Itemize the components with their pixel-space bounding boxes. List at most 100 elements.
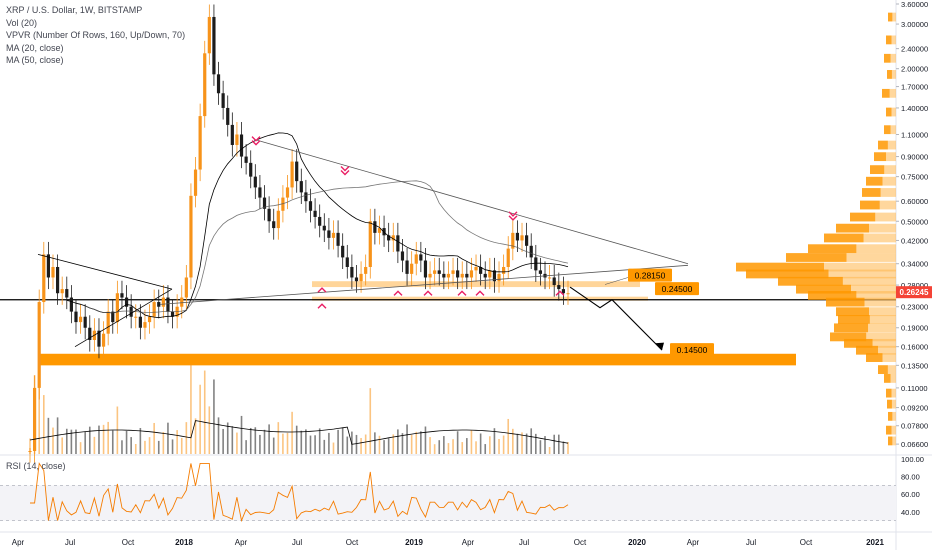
candle-body <box>28 451 32 452</box>
legend-vol[interactable]: Vol (20) <box>6 17 38 28</box>
candle-body <box>483 273 487 278</box>
legend-vpvr[interactable]: VPVR (Number Of Rows, 160, Up/Down, 70) <box>6 30 186 40</box>
y-tick-label: 0.06600 <box>901 440 928 449</box>
candle-body <box>373 221 377 233</box>
candle-body <box>184 277 188 298</box>
candle-body <box>152 302 156 317</box>
volume-bar <box>65 428 68 454</box>
volume-bar <box>539 440 542 454</box>
candle-body <box>331 232 336 238</box>
volume-bar <box>387 438 390 454</box>
volume-bar <box>180 437 183 454</box>
vpvr-bar <box>892 12 896 22</box>
y-tick-label: 0.34000 <box>901 260 928 269</box>
candle-body <box>42 254 46 303</box>
rsi-tick-label: 40.00 <box>901 508 920 517</box>
vpvr-bar <box>887 399 892 409</box>
candle-body <box>46 254 50 278</box>
volume-bar <box>144 440 146 454</box>
candle-body <box>368 221 372 267</box>
rsi-tick-label: 80.00 <box>901 473 920 482</box>
vpvr-bar <box>884 53 891 63</box>
legend-ma50[interactable]: MA (50, close) <box>6 55 64 65</box>
volume-bar <box>130 437 132 454</box>
volume-bar <box>277 422 280 454</box>
vpvr-bar <box>836 223 869 233</box>
candle-body <box>74 311 78 323</box>
volume-bar <box>461 442 464 454</box>
vpvr-bar <box>884 125 891 135</box>
candle-body <box>488 270 492 278</box>
volume-bar <box>525 433 528 454</box>
candle-body <box>267 208 271 222</box>
candle-body <box>138 316 142 328</box>
candle-body <box>354 277 359 282</box>
y-tick-label: 0.07800 <box>901 422 928 431</box>
candle-body <box>497 273 501 282</box>
y-tick-label: 0.90000 <box>901 153 928 162</box>
vpvr-bar <box>824 233 864 243</box>
volume-bar <box>415 431 418 454</box>
candle-body <box>308 201 313 211</box>
level-label: 0.28150 <box>635 271 666 281</box>
candle-body <box>221 93 225 108</box>
level-label: 0.14500 <box>677 345 708 355</box>
y-tick-label: 0.42000 <box>901 236 928 245</box>
y-tick-label: 0.75000 <box>901 173 928 182</box>
volume-bar <box>314 435 316 454</box>
candle-body <box>465 273 469 278</box>
y-tick-label: 0.50000 <box>901 217 928 226</box>
vpvr-histogram <box>736 12 896 446</box>
vpvr-bar <box>851 284 896 294</box>
descending-resistance <box>254 139 689 265</box>
vpvr-bar <box>834 323 869 333</box>
volume-bar <box>268 424 270 454</box>
legend-ma20[interactable]: MA (20, close) <box>6 42 64 53</box>
vpvr-bar <box>836 307 869 317</box>
vpvr-bar <box>828 269 896 279</box>
x-tick-label: Jul <box>65 538 75 547</box>
rsi-legend[interactable]: RSI (14, close) <box>6 461 66 471</box>
candle-body <box>442 273 446 278</box>
volume-bar <box>558 434 560 454</box>
candle-body <box>387 235 391 241</box>
x-tick-label: 2018 <box>175 538 193 547</box>
candle-body <box>69 297 73 312</box>
rsi-pane <box>0 462 896 523</box>
candle-body <box>129 306 133 317</box>
candle-body <box>97 330 101 347</box>
y-tick-label: 0.60000 <box>901 197 928 206</box>
candle-body <box>32 387 37 451</box>
x-tick-label: Apr <box>687 538 700 547</box>
legend-symbol[interactable]: XRP / U.S. Dollar, 1W, BITSTAMP <box>6 5 143 15</box>
candle-body <box>492 270 497 282</box>
level-label: 0.24500 <box>662 284 693 294</box>
vpvr-bar <box>862 188 881 197</box>
x-tick-label: Jul <box>519 538 529 547</box>
volume-bar <box>479 433 482 454</box>
ascending-support <box>159 264 689 305</box>
candle-body <box>295 161 299 182</box>
volume-bar <box>323 439 326 454</box>
vpvr-bar <box>863 233 896 243</box>
candle-body <box>428 273 432 278</box>
vpvr-bar <box>886 35 892 45</box>
level-label-box <box>655 282 699 296</box>
early-resistance <box>37 254 173 290</box>
volume-bar <box>498 438 500 454</box>
trend-lines <box>29 132 689 445</box>
candle-body <box>193 169 198 196</box>
candle-body <box>382 228 386 236</box>
support-zone <box>312 296 648 301</box>
candle-body <box>446 273 451 278</box>
x-tick-label: Jul <box>292 538 302 547</box>
volume-bar <box>291 411 293 454</box>
candle-body <box>253 176 257 188</box>
vpvr-bar <box>888 12 893 22</box>
vpvr-bar <box>869 307 896 317</box>
volume-bar <box>208 406 211 454</box>
candle-body <box>111 311 115 323</box>
volume-bar <box>70 429 73 454</box>
vpvr-bar <box>808 244 857 254</box>
